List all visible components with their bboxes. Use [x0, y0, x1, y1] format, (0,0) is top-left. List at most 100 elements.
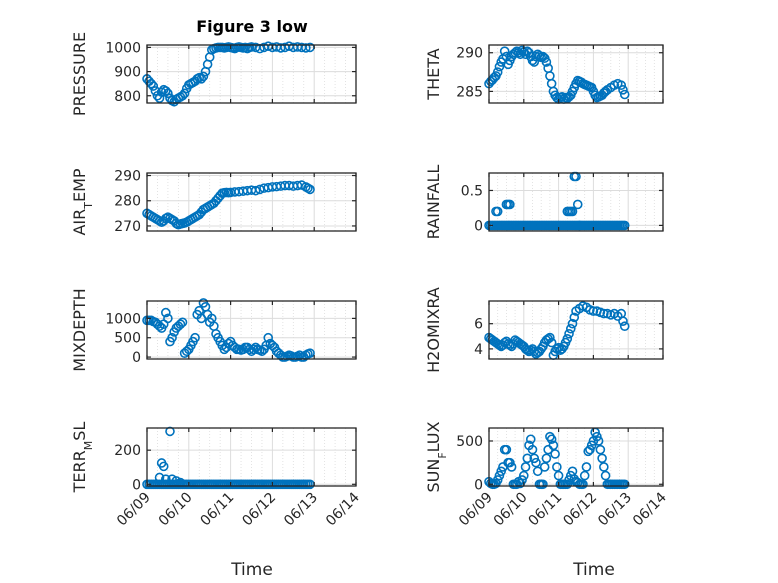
data-point: [552, 462, 562, 472]
figure-title: Figure 3 low: [196, 17, 308, 36]
data-point: [529, 57, 540, 67]
data-point: [517, 475, 527, 485]
y-tick-label: 800: [114, 89, 141, 105]
data-point: [578, 479, 588, 490]
y-tick-label: 290: [456, 46, 483, 62]
data-point: [574, 220, 585, 231]
data-point: [592, 431, 602, 442]
y-tick-label: 0: [132, 350, 141, 366]
y-axis-label: MIXDEPTH: [70, 288, 89, 371]
subplot-grid: 800 900 1000 PRESSURE 285 290 THETA 270 280 290 AI…: [70, 32, 670, 529]
y-tick-label: 1000: [105, 40, 141, 56]
y-tick-label: 285: [456, 84, 483, 100]
data-point: [532, 466, 543, 477]
data-point: [569, 312, 580, 323]
x-axis-label-right: Time: [572, 560, 615, 580]
data-point: [619, 89, 630, 100]
data-point: [494, 470, 505, 481]
data-point: [599, 308, 609, 319]
axes-box: [146, 172, 357, 232]
y-tick-label: 0: [132, 477, 141, 493]
data-point: [163, 313, 173, 324]
y-tick-label: 0.5: [461, 183, 483, 199]
data-point: [546, 434, 557, 445]
data-point: [177, 90, 188, 101]
y-tick-label: 280: [114, 194, 141, 210]
subplot-pressure: 800 900 1000 PRESSURE: [70, 32, 357, 116]
data-point: [179, 88, 190, 99]
data-point: [154, 93, 165, 103]
data-point: [499, 46, 510, 56]
data-point: [567, 206, 578, 217]
data-point: [619, 220, 630, 231]
data-point: [506, 462, 517, 472]
data-point: [494, 61, 505, 72]
data-point: [161, 307, 171, 318]
y-tick-label: 290: [114, 169, 141, 185]
axes-box: [488, 300, 664, 360]
data-point: [522, 345, 533, 355]
y-tick-label: 900: [114, 65, 141, 81]
data-point: [522, 453, 533, 464]
data-point: [539, 462, 550, 472]
data-point: [161, 474, 171, 484]
data-point: [190, 332, 200, 343]
data-point: [301, 43, 311, 53]
subplot-terr-msl: 0 200 06/09 06/10 06/11 06/12 06/13 06/14 TERRMS…: [70, 422, 363, 530]
y-tick-label: 0: [474, 218, 483, 234]
data-point: [263, 332, 274, 343]
subplot-h2omixra: 4 6 H2OMIXRA: [424, 287, 664, 373]
y-tick-label: 500: [114, 331, 141, 347]
data-point: [156, 87, 167, 97]
data-point: [550, 449, 560, 459]
data-point: [531, 457, 541, 468]
data-point: [572, 199, 583, 210]
data-point: [581, 462, 592, 472]
y-axis-label: PRESSURE: [70, 32, 89, 116]
axes-box: [146, 300, 357, 360]
y-axis-label: THETA: [424, 48, 443, 100]
y-tick-label: 6: [474, 317, 483, 333]
axes-box: [488, 172, 664, 232]
x-tick-label: 06/13: [595, 490, 635, 530]
data-point: [599, 462, 609, 472]
data-point: [163, 88, 173, 99]
data-point: [305, 348, 315, 359]
data-point: [618, 316, 628, 326]
data-point: [148, 81, 159, 91]
data-point: [567, 318, 578, 329]
data-point: [541, 57, 552, 67]
data-point: [538, 479, 548, 490]
data-point: [546, 337, 557, 348]
data-point: [525, 434, 536, 445]
y-tick-label: 270: [114, 219, 141, 235]
x-tick-label: 06/09: [114, 490, 154, 530]
data-point: [505, 457, 515, 468]
data-point: [618, 85, 628, 95]
data-point: [553, 470, 564, 481]
data-point: [167, 332, 177, 343]
data-point: [158, 461, 169, 472]
data-point: [501, 444, 512, 455]
data-point: [593, 436, 604, 446]
data-point: [586, 440, 597, 451]
data-point: [177, 317, 188, 328]
y-tick-label: 1000: [105, 311, 141, 327]
x-tick-label: 06/12: [239, 490, 279, 530]
data-point: [198, 71, 209, 82]
y-tick-label: 200: [114, 443, 141, 459]
axes-box: [146, 44, 357, 104]
axes-box: [488, 427, 664, 487]
data-point: [548, 440, 559, 451]
x-tick-label: 06/12: [560, 490, 600, 530]
data-point: [541, 453, 552, 464]
x-tick-label: 06/10: [156, 490, 196, 530]
x-tick-label: 06/14: [630, 489, 670, 529]
data-point: [518, 470, 529, 481]
y-axis-label: AIRTEMP: [70, 168, 95, 235]
data-point: [492, 67, 503, 77]
data-point: [562, 334, 573, 344]
data-point: [588, 306, 599, 316]
data-point: [154, 472, 165, 483]
